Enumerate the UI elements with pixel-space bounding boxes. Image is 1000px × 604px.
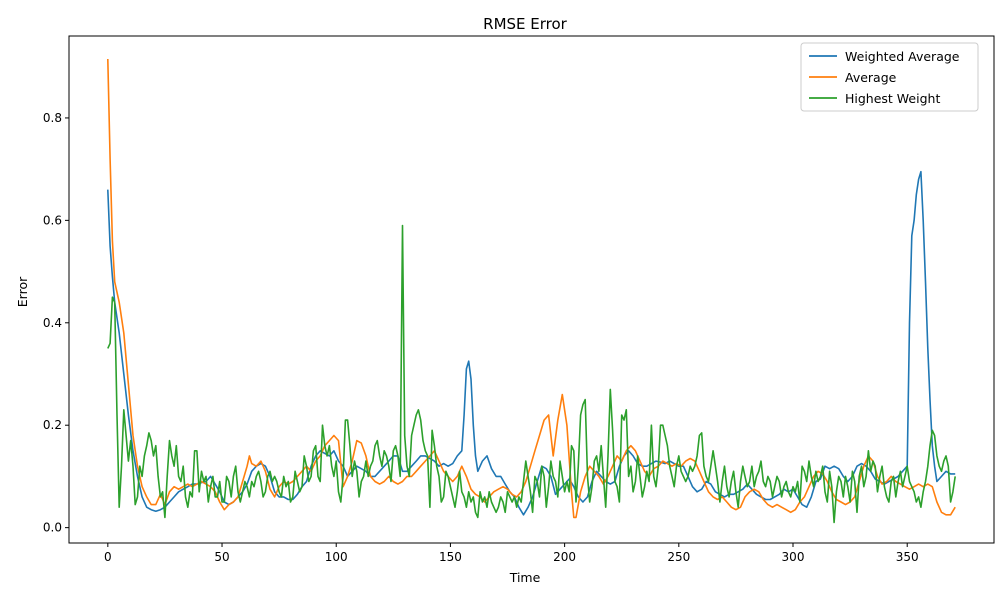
legend-label-3: Highest Weight — [845, 91, 940, 106]
y-tick-label-2: 0.4 — [43, 316, 62, 330]
axes-frame — [68, 35, 995, 544]
x-tick-label-6: 300 — [782, 550, 805, 564]
series-line-3 — [107, 224, 956, 524]
y-tick-label-1: 0.2 — [43, 418, 62, 432]
legend-box — [800, 42, 979, 112]
x-tick-label-3: 150 — [439, 550, 462, 564]
legend-label-2: Average — [845, 70, 897, 85]
x-tick-label-5: 250 — [667, 550, 690, 564]
y-tick-label-4: 0.8 — [43, 111, 62, 125]
y-axis-title: Error — [15, 276, 30, 307]
x-axis-title: Time — [509, 570, 541, 585]
y-tick-label-0: 0.0 — [43, 521, 62, 535]
legend-label-1: Weighted Average — [845, 49, 960, 64]
legend: Weighted Average Average Highest Weight — [800, 42, 979, 112]
x-tick-label-7: 350 — [896, 550, 919, 564]
x-tick-label-0: 0 — [104, 550, 112, 564]
y-tick-label-3: 0.6 — [43, 213, 62, 227]
chart-title: RMSE Error — [483, 15, 568, 33]
series-line-1 — [107, 170, 956, 516]
series-group — [107, 58, 956, 524]
x-tick-label-2: 100 — [325, 550, 348, 564]
x-tick-label-1: 50 — [214, 550, 229, 564]
axes-group: 0 50 100 150 200 250 300 350 0.0 0.2 0.4 0.6 0.8 — [43, 35, 995, 564]
x-tick-label-4: 200 — [553, 550, 576, 564]
